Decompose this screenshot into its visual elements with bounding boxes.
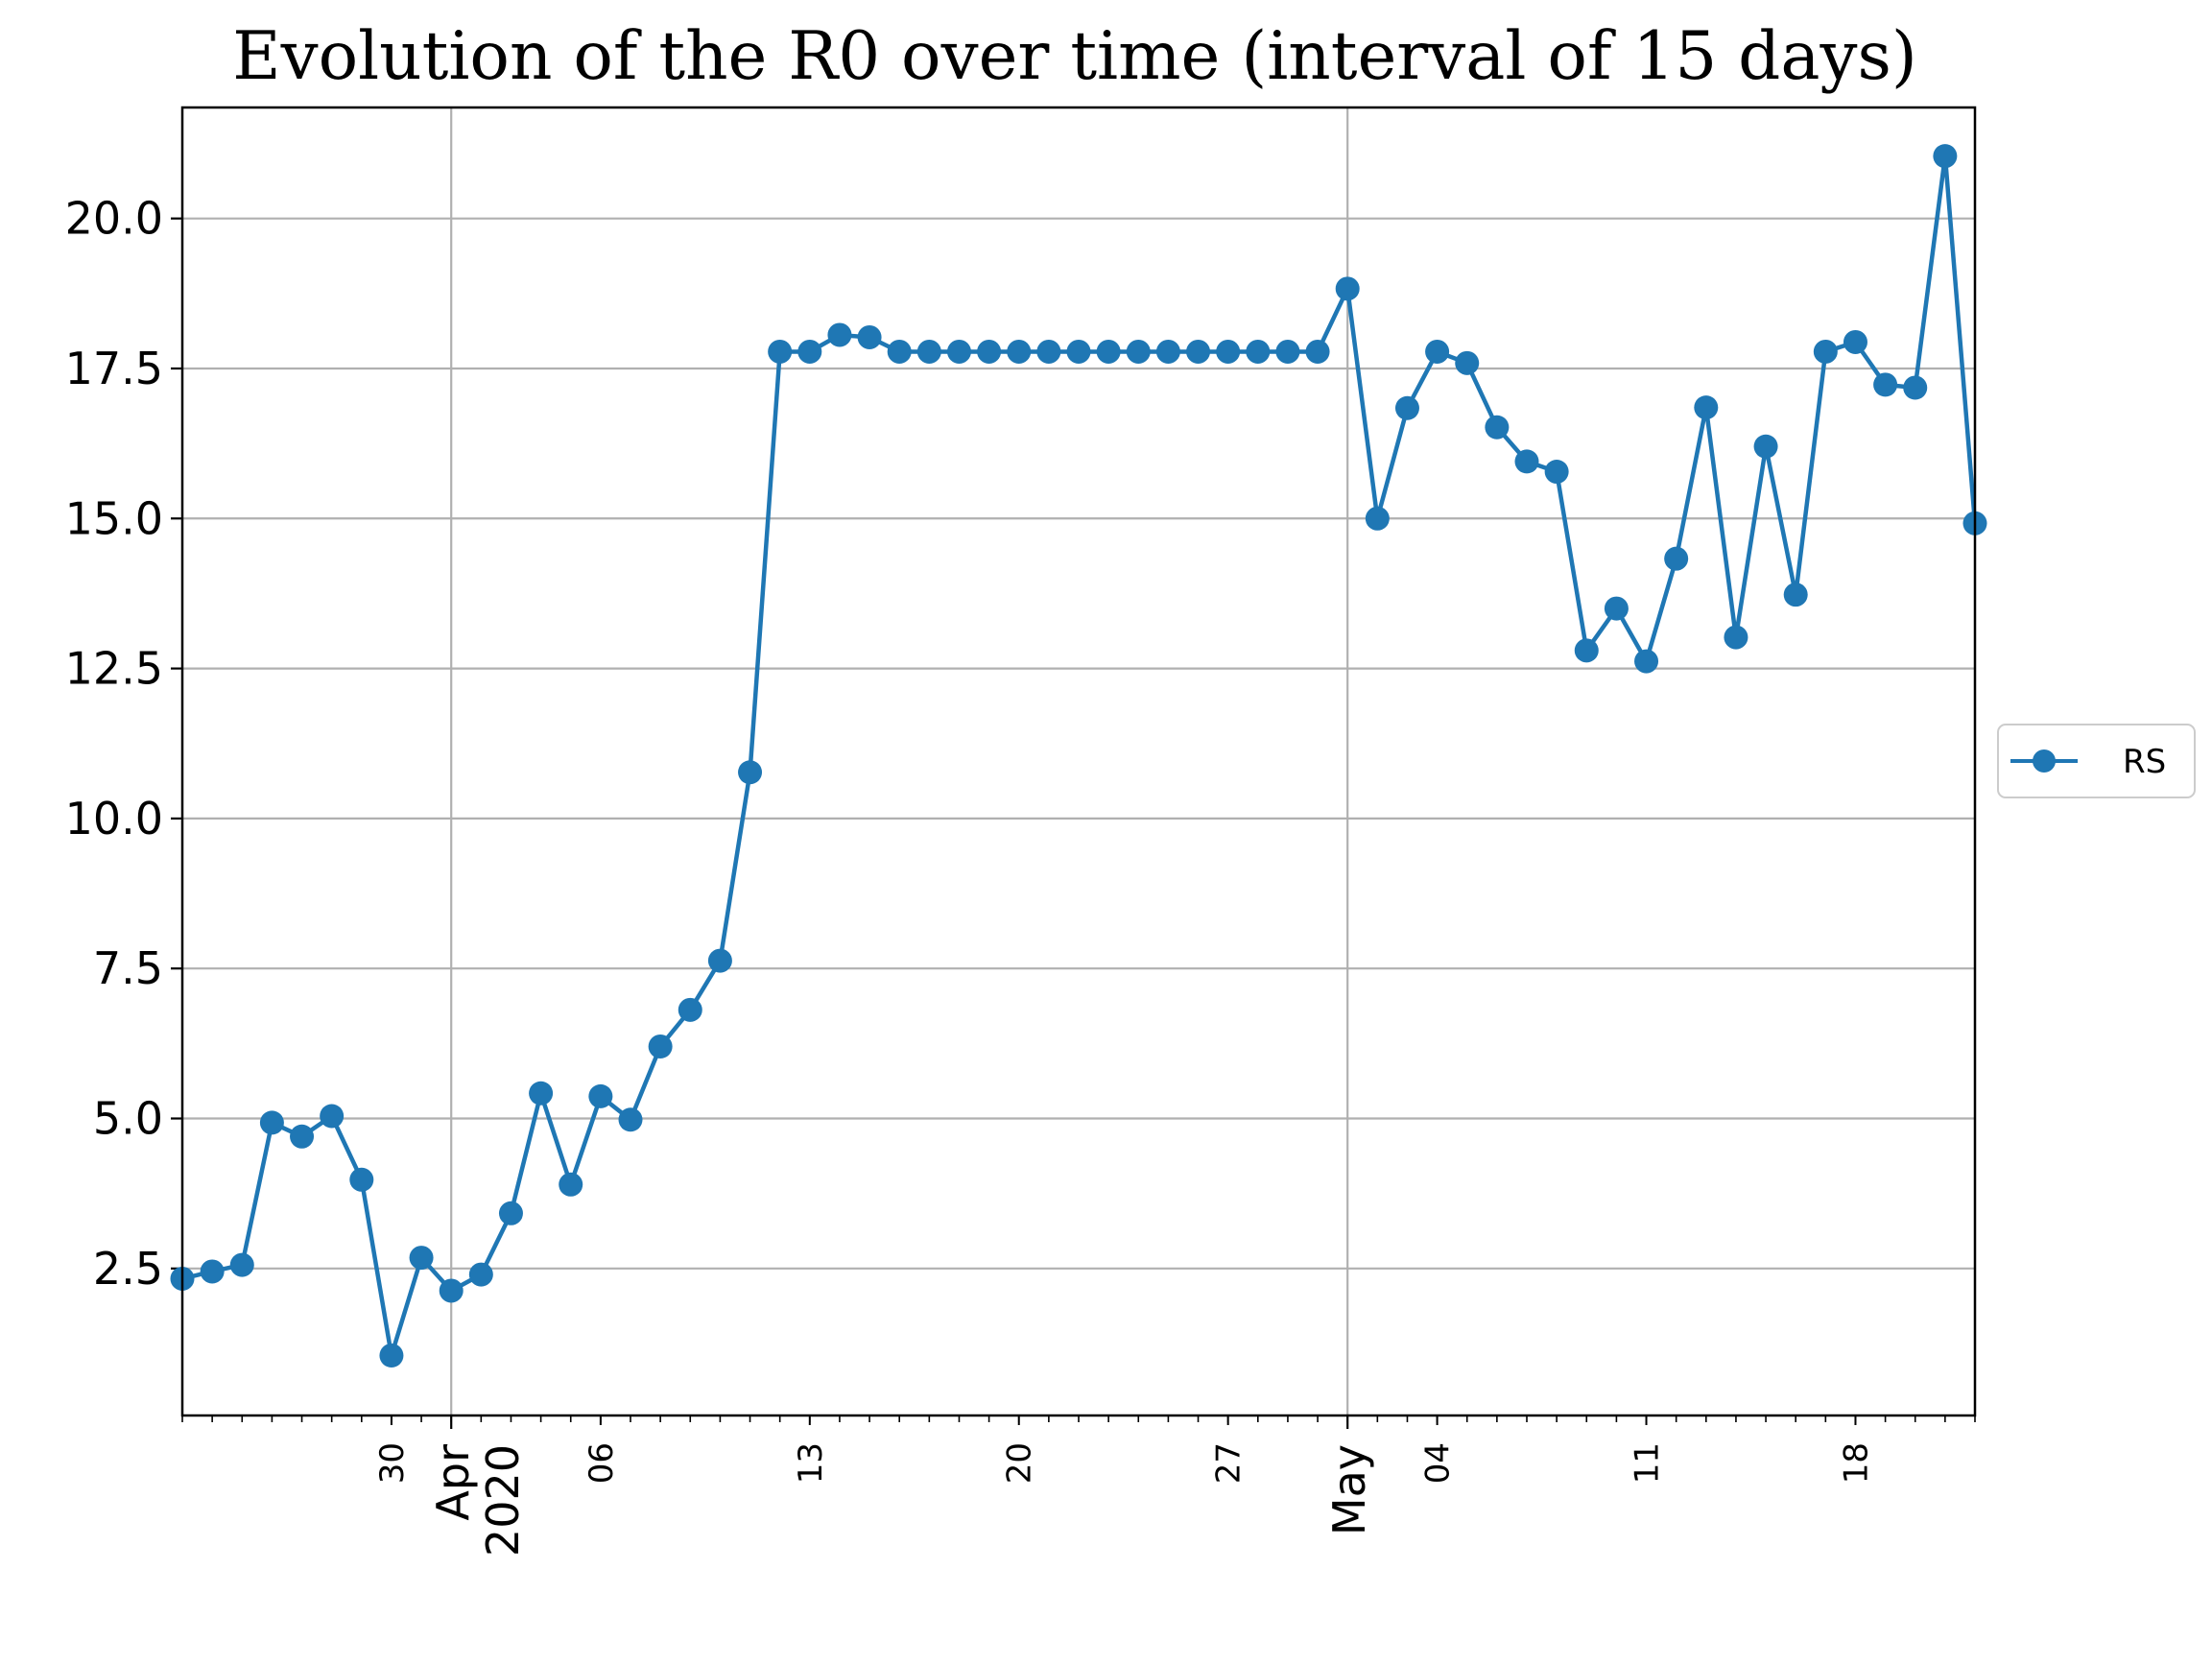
x-major-tick-label-line: 2020 xyxy=(477,1444,529,1557)
data-point xyxy=(618,1107,643,1132)
x-minor-tick-label: 18 xyxy=(1837,1442,1875,1484)
data-point xyxy=(678,997,702,1022)
x-minor-tick-label: 04 xyxy=(1419,1442,1458,1484)
x-major-tick-label: May xyxy=(1323,1444,1375,1535)
data-point xyxy=(1246,339,1271,364)
data-point xyxy=(1694,395,1719,420)
data-point xyxy=(1275,339,1300,364)
data-point xyxy=(1305,339,1330,364)
data-point xyxy=(738,760,763,785)
data-point xyxy=(916,339,941,364)
data-point xyxy=(1604,596,1629,621)
data-point xyxy=(259,1110,284,1135)
chart-title: Evolution of the R0 over time (interval … xyxy=(232,18,1917,95)
data-point xyxy=(1096,339,1121,364)
x-minor-tick-label: 06 xyxy=(583,1442,621,1484)
data-point xyxy=(977,339,1002,364)
x-major-tick-label-line: Apr xyxy=(427,1444,479,1521)
y-tick-label: 2.5 xyxy=(93,1243,163,1295)
data-point xyxy=(1455,350,1480,375)
legend-marker-swatch xyxy=(2033,749,2056,773)
data-point xyxy=(320,1104,345,1129)
y-tick-label: 10.0 xyxy=(65,793,163,844)
data-point xyxy=(1514,449,1539,474)
x-minor-tick-label: 27 xyxy=(1210,1442,1249,1484)
data-point xyxy=(409,1246,434,1271)
data-point xyxy=(1425,339,1450,364)
data-point xyxy=(946,339,971,364)
data-point xyxy=(1903,375,1928,400)
legend-box xyxy=(1997,724,2196,798)
data-point xyxy=(1783,583,1808,607)
plot-frame xyxy=(180,106,1977,1417)
data-point xyxy=(529,1081,554,1106)
data-point xyxy=(1813,339,1838,364)
data-point xyxy=(1574,638,1599,663)
data-point xyxy=(1216,339,1241,364)
data-point xyxy=(498,1201,523,1225)
data-point xyxy=(1753,434,1778,459)
x-axis: Apr2020 May 30 06 13 20 27 04 11 18 xyxy=(181,1415,1976,1557)
x-major-tick-label: Apr2020 xyxy=(427,1444,529,1557)
y-tick-label: 15.0 xyxy=(65,492,163,544)
data-point xyxy=(1544,460,1569,485)
y-tick-label: 12.5 xyxy=(65,643,163,695)
data-point xyxy=(349,1167,374,1192)
data-point xyxy=(200,1259,225,1284)
data-point xyxy=(1634,649,1659,674)
data-point xyxy=(1664,546,1689,571)
data-point xyxy=(559,1172,583,1197)
series-rs xyxy=(170,144,1987,1368)
data-point xyxy=(1036,339,1061,364)
data-point xyxy=(1843,329,1867,354)
data-point xyxy=(827,322,852,347)
x-major-tick-label-line: May xyxy=(1323,1444,1375,1535)
data-point xyxy=(648,1034,673,1058)
data-point xyxy=(379,1343,404,1368)
y-axis: 2.5 5.0 7.5 10.0 12.5 15.0 17.5 20.0 xyxy=(65,193,182,1295)
y-tick-label: 5.0 xyxy=(93,1093,163,1145)
y-tick-label: 7.5 xyxy=(93,942,163,994)
data-point xyxy=(1485,415,1510,440)
data-point xyxy=(768,339,793,364)
data-point xyxy=(1126,339,1151,364)
data-point xyxy=(1186,339,1211,364)
data-point xyxy=(1394,395,1419,420)
data-point xyxy=(439,1278,464,1303)
y-tick-label: 17.5 xyxy=(65,343,163,394)
data-point xyxy=(1933,144,1958,169)
data-point xyxy=(229,1252,254,1277)
x-minor-tick-label: 13 xyxy=(792,1442,830,1484)
x-minor-tick-label: 20 xyxy=(1001,1442,1039,1484)
data-point xyxy=(1873,372,1898,397)
grid-lines xyxy=(182,107,1975,1415)
x-minor-tick-label: 11 xyxy=(1629,1442,1667,1484)
data-point xyxy=(290,1124,315,1149)
data-point xyxy=(1365,506,1390,531)
data-point xyxy=(857,324,882,349)
data-point xyxy=(1007,339,1032,364)
data-point xyxy=(1335,276,1360,301)
data-point xyxy=(707,948,732,973)
data-point xyxy=(1155,339,1180,364)
data-point xyxy=(1066,339,1091,364)
data-point xyxy=(468,1262,493,1287)
data-point xyxy=(797,339,822,364)
data-point xyxy=(1724,625,1748,650)
data-point xyxy=(588,1083,613,1108)
x-minor-tick-label: 30 xyxy=(373,1442,412,1484)
y-tick-label: 20.0 xyxy=(65,193,163,245)
legend-label-rs: RS xyxy=(2123,743,2166,781)
legend[interactable]: RS xyxy=(1997,724,2196,798)
data-point xyxy=(887,339,912,364)
